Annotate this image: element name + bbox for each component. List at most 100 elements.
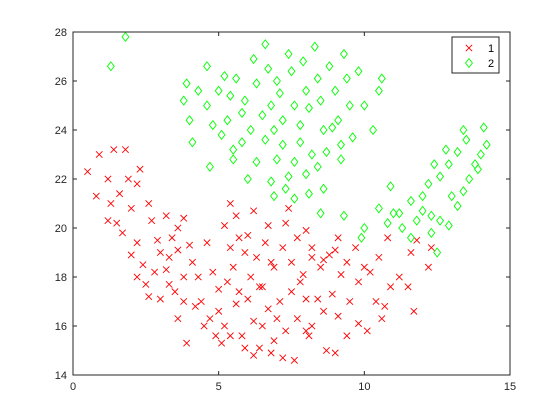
diamond-marker-point (296, 119, 305, 131)
diamond-marker-point (299, 56, 308, 67)
diamond-marker-point (316, 208, 325, 219)
x-marker-point (264, 305, 272, 313)
x-marker-point (427, 244, 435, 252)
x-marker-point (320, 307, 328, 315)
diamond-marker-point (290, 193, 299, 204)
x-marker-point (232, 300, 240, 308)
diamond-marker-point (418, 191, 427, 202)
x-marker-point (270, 337, 278, 345)
x-marker-point (410, 307, 418, 315)
x-marker-point (226, 199, 234, 208)
x-marker-point (197, 297, 205, 306)
x-marker-point (267, 349, 275, 357)
y-tick-label: 28 (55, 27, 67, 39)
x-marker-point (299, 271, 307, 279)
x-marker-point (273, 315, 281, 323)
diamond-marker-point (217, 129, 226, 141)
x-marker-point (206, 315, 214, 323)
x-axis: 0 5 10 15 (70, 32, 516, 393)
legend-diamond-marker (465, 57, 473, 69)
x-tick-label: 10 (358, 381, 370, 393)
x-marker-point (290, 356, 298, 364)
diamond-marker-point (473, 164, 482, 175)
diamond-marker-point (348, 132, 357, 143)
x-marker-point (337, 271, 345, 279)
diamond-marker-point (337, 139, 345, 150)
x-marker-point (378, 315, 386, 323)
x-marker-point (168, 234, 176, 242)
x-marker-point (127, 204, 135, 212)
y-tick-label: 24 (55, 125, 67, 137)
diamond-marker-point (453, 146, 462, 158)
diamond-marker-point (226, 90, 235, 101)
x-marker-point (188, 258, 196, 266)
diamond-marker-point (249, 53, 258, 65)
x-marker-point (372, 297, 380, 306)
y-tick-label: 16 (55, 321, 67, 333)
x-marker-point (334, 312, 342, 320)
x-marker-point (145, 293, 153, 301)
diamond-marker-point (436, 171, 445, 182)
diamond-marker-point (331, 85, 340, 96)
diamond-marker-point (406, 232, 415, 243)
x-marker-point (384, 234, 392, 242)
x-marker-point (305, 332, 313, 340)
x-marker-point (270, 263, 278, 271)
x-marker-point (104, 175, 112, 183)
diamond-marker-point (205, 161, 214, 172)
x-marker-point (279, 354, 287, 362)
x-marker-point (180, 214, 188, 222)
x-marker-point (308, 253, 316, 261)
diamond-marker-point (374, 203, 383, 214)
x-marker-point (320, 256, 328, 264)
legend-label-series-2: 2 (488, 58, 494, 70)
diamond-marker-point (305, 188, 313, 199)
x-marker-point (255, 283, 263, 291)
x-marker-point (314, 295, 322, 303)
x-marker-point (180, 273, 188, 281)
x-marker-point (200, 322, 208, 330)
diamond-marker-point (203, 61, 211, 72)
diamond-marker-point (459, 124, 468, 136)
diamond-marker-point (319, 183, 328, 194)
diamond-marker-point (328, 122, 337, 133)
diamond-marker-point (261, 39, 270, 50)
x-marker-point (343, 258, 351, 266)
x-marker-point (255, 344, 263, 352)
diamond-marker-point (412, 215, 421, 226)
x-marker-point (308, 244, 316, 252)
legend-label-series-1: 1 (488, 43, 494, 55)
diamond-marker-point (238, 137, 246, 148)
diamond-marker-point (360, 222, 369, 234)
diamond-marker-point (270, 124, 278, 136)
y-tick-label: 18 (55, 272, 67, 284)
x-marker-point (258, 283, 266, 291)
x-marker-point (215, 285, 223, 293)
x-marker-point (174, 315, 182, 323)
diamond-marker-point (214, 85, 223, 96)
x-marker-point (107, 199, 115, 208)
x-marker-point (121, 146, 129, 154)
x-marker-point (174, 246, 182, 254)
x-marker-point (250, 317, 258, 325)
diamond-marker-point (316, 95, 325, 106)
diamond-marker-point (369, 124, 378, 136)
diamond-marker-point (418, 205, 427, 216)
x-marker-point (352, 244, 360, 252)
x-marker-point (302, 226, 310, 234)
x-marker-point (279, 244, 287, 252)
diamond-marker-point (339, 210, 348, 221)
x-marker-point (317, 263, 325, 271)
diamond-marker-point (278, 139, 287, 150)
x-marker-point (334, 234, 342, 242)
diamond-marker-point (290, 156, 299, 167)
x-marker-point (156, 248, 164, 257)
diamond-marker-point (261, 134, 270, 145)
diamond-marker-point (252, 156, 261, 167)
legend-entry-series-2: 2 (465, 57, 494, 70)
x-marker-point (381, 302, 389, 310)
x-marker-point (253, 253, 261, 261)
diamond-marker-point (232, 73, 241, 84)
x-marker-point (331, 246, 339, 254)
x-marker-point (331, 349, 339, 357)
